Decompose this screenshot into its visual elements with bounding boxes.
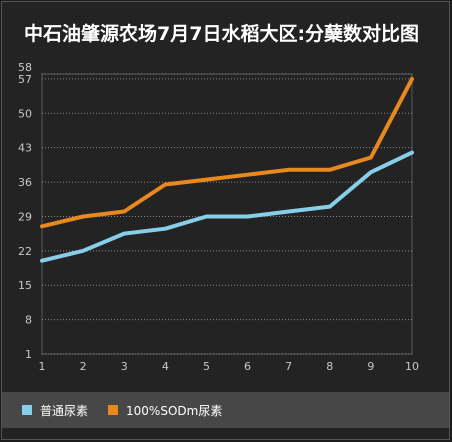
chart-title: 中石油肇源农场7月7日水稻大区:分蘖数对比图 [24, 23, 420, 45]
chart-legend: 普通尿素 100%SODm尿素 [2, 392, 449, 428]
x-tick-label: 1 [39, 360, 46, 373]
y-tick-label: 58 [18, 61, 32, 74]
legend-swatch [22, 405, 32, 415]
x-tick-label: 3 [121, 360, 128, 373]
series-line-1 [40, 150, 414, 263]
y-tick-label: 29 [18, 210, 32, 223]
y-tick-label: 50 [18, 107, 32, 120]
y-tick-label: 22 [18, 245, 32, 258]
y-tick-label: 43 [18, 142, 32, 155]
y-tick-label: 8 [25, 314, 32, 327]
x-tick-label: 6 [244, 360, 251, 373]
legend-label: 100%SODm尿素 [126, 403, 223, 418]
legend-swatch [108, 405, 119, 415]
y-tick-label: 15 [18, 279, 32, 292]
plot-area-border [41, 73, 413, 355]
x-tick-label: 10 [405, 360, 419, 373]
x-tick-label: 2 [80, 360, 87, 373]
x-tick-label: 5 [203, 360, 210, 373]
legend-item-2[interactable]: 100%SODm尿素 [108, 402, 222, 419]
y-tick-label: 1 [25, 348, 32, 361]
x-tick-label: 4 [162, 360, 169, 373]
y-tick-label: 36 [18, 176, 32, 189]
y-tick-label: 57 [18, 73, 32, 86]
x-tick-label: 8 [326, 360, 333, 373]
x-tick-label: 7 [285, 360, 292, 373]
series-line-2 [40, 76, 414, 229]
legend-item-1[interactable]: 普通尿素 [22, 402, 88, 419]
legend-label: 普通尿素 [40, 403, 89, 418]
x-tick-label: 9 [367, 360, 374, 373]
